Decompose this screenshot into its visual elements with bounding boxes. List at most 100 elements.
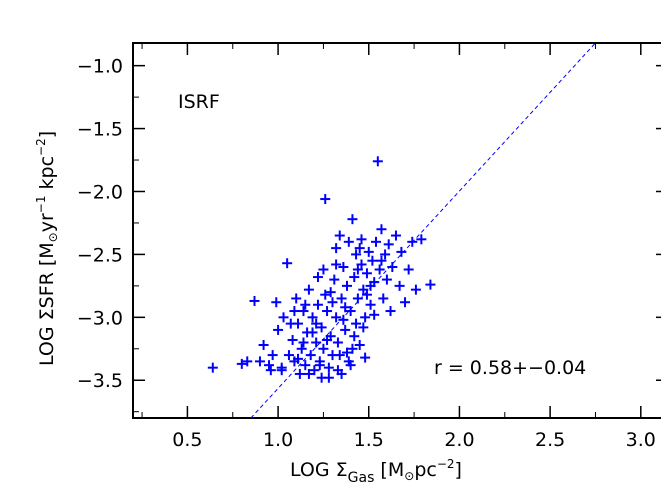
x-axis-title-exponent: −2 [437, 457, 455, 471]
data-point-plus [360, 312, 371, 323]
data-point-plus [352, 264, 363, 275]
data-point-plus [320, 194, 331, 205]
y-tick-label: −1.0 [77, 56, 123, 78]
data-point-plus [351, 249, 362, 260]
data-point-plus [338, 314, 349, 325]
y-axis-title-exp1: −1 [34, 196, 48, 214]
data-point-plus [354, 243, 365, 254]
data-point-plus [338, 261, 349, 272]
data-point-plus [361, 268, 372, 279]
x-tick-label: 2.0 [444, 429, 474, 451]
data-point-plus [331, 243, 342, 254]
data-point-plus [318, 264, 329, 275]
data-point-plus [311, 318, 322, 329]
data-point-plus [400, 297, 411, 308]
y-tick-label: −2.0 [77, 181, 123, 203]
data-point-plus [265, 365, 276, 376]
data-point-plus [378, 293, 389, 304]
y-axis-title: LOG ΣSFR [M⊙yr−1 kpc−2] [34, 131, 60, 366]
data-point-plus [207, 362, 218, 373]
x-tick-label: 0.5 [172, 429, 202, 451]
data-point-plus [345, 306, 356, 317]
data-point-plus [298, 337, 309, 348]
data-point-plus [242, 356, 253, 367]
data-point-plus [323, 362, 334, 373]
data-point-plus [342, 347, 352, 358]
data-point-plus [351, 318, 362, 329]
plot-frame [132, 42, 661, 419]
data-point-plus [334, 350, 345, 361]
x-axis-title-unit-mid: pc [414, 459, 437, 481]
x-axis-title-unit-close: ] [455, 459, 462, 481]
x-axis-title-prefix: LOG [290, 459, 336, 481]
data-point-plus [347, 343, 358, 354]
x-axis-title-unit-open: [M [374, 459, 404, 481]
data-point-plus [416, 234, 427, 245]
data-point-plus [331, 259, 342, 270]
data-point-plus [356, 234, 367, 245]
data-point-plus [258, 340, 269, 351]
data-point-plus [327, 297, 338, 308]
data-points [207, 156, 436, 383]
data-point-plus [316, 322, 327, 333]
data-point-plus [354, 340, 365, 351]
data-point-plus [352, 293, 363, 304]
y-tick-label: −2.5 [77, 244, 123, 266]
data-point-plus [236, 358, 247, 369]
data-point-plus [396, 246, 407, 257]
data-point-plus [254, 356, 265, 367]
data-point-plus [293, 353, 304, 364]
data-point-plus [305, 350, 316, 361]
y-axis-title-sun: ⊙ [46, 232, 60, 242]
data-point-plus [361, 289, 372, 300]
data-point-plus [264, 360, 275, 371]
data-point-plus [343, 236, 354, 247]
data-point-plus [363, 246, 374, 257]
data-point-plus [387, 261, 398, 272]
data-point-plus [340, 324, 351, 335]
data-point-plus [309, 365, 320, 376]
data-point-plus [336, 293, 347, 304]
data-point-plus [360, 352, 371, 363]
data-point-plus [303, 368, 314, 379]
data-point-plus [369, 309, 380, 320]
x-tick-label: 1.0 [263, 429, 293, 451]
data-point-plus [298, 306, 309, 317]
data-point-plus [289, 306, 300, 317]
data-point-plus [303, 284, 314, 295]
data-point-plus [322, 306, 333, 317]
series-label: ISRF [178, 91, 220, 113]
data-point-plus [307, 327, 318, 338]
data-point-plus [349, 272, 360, 283]
x-axis-title-sigma: Σ [336, 459, 348, 481]
data-point-plus [273, 324, 284, 335]
y-axis-title-close: ] [36, 131, 58, 138]
data-point-plus [249, 295, 260, 306]
data-point-plus [371, 236, 382, 247]
data-point-plus [383, 239, 394, 250]
data-point-plus [340, 302, 351, 313]
data-point-plus [407, 236, 418, 247]
data-point-plus [425, 279, 436, 290]
x-axis-title: LOG ΣGas [M⊙pc−2] [290, 457, 462, 486]
data-point-plus [332, 337, 343, 348]
x-axis-title-subscript: Gas [348, 470, 375, 486]
data-point-plus [278, 312, 289, 323]
data-point-plus [325, 287, 336, 298]
data-point-plus [312, 299, 323, 310]
data-point-plus [347, 214, 358, 225]
data-point-plus [296, 343, 307, 354]
data-point-plus [372, 156, 383, 167]
data-point-plus [349, 331, 360, 342]
data-point-plus [358, 322, 369, 333]
data-point-plus [271, 297, 282, 308]
data-point-plus [316, 372, 327, 383]
data-point-plus [329, 274, 340, 285]
data-point-plus [283, 350, 294, 361]
y-axis-title-kpc: kpc [36, 156, 58, 196]
data-point-plus [365, 299, 376, 310]
data-point-plus [381, 274, 392, 285]
data-point-plus [374, 264, 385, 275]
data-point-plus [403, 264, 414, 275]
